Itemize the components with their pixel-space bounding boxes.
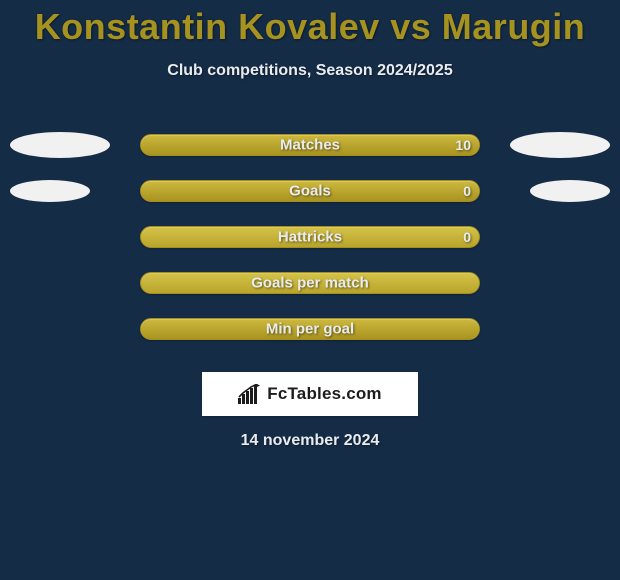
brand-text: FcTables.com (267, 384, 382, 404)
stat-bar: Matches 10 (140, 134, 480, 156)
stat-value-right: 10 (455, 137, 471, 153)
stat-row-goals-per-match: Goals per match (0, 260, 620, 306)
bar-wrap: Goals 0 (140, 180, 480, 202)
stat-row-hattricks: Hattricks 0 (0, 214, 620, 260)
stat-label: Hattricks (141, 229, 479, 246)
stat-label: Goals per match (141, 275, 479, 292)
infographic-date: 14 november 2024 (0, 432, 620, 450)
stat-bar: Hattricks 0 (140, 226, 480, 248)
player-left-ellipse (10, 180, 90, 202)
player-right-ellipse (510, 132, 610, 158)
stat-bar-fill (141, 135, 479, 155)
stat-row-min-per-goal: Min per goal (0, 306, 620, 352)
bar-wrap: Min per goal (140, 318, 480, 340)
player-left-ellipse (10, 132, 110, 158)
stat-bar: Goals 0 (140, 180, 480, 202)
stat-bar-fill (141, 319, 479, 339)
page-title: Konstantin Kovalev vs Marugin (0, 0, 620, 48)
player-right-ellipse (530, 180, 610, 202)
brand-badge: FcTables.com (202, 372, 418, 416)
stat-value-right: 0 (463, 183, 471, 199)
bar-wrap: Matches 10 (140, 134, 480, 156)
bar-wrap: Goals per match (140, 272, 480, 294)
comparison-infographic: Konstantin Kovalev vs Marugin Club compe… (0, 0, 620, 580)
stat-value-right: 0 (463, 229, 471, 245)
stat-bar: Goals per match (140, 272, 480, 294)
fctables-logo-icon (238, 384, 262, 404)
stat-bar: Min per goal (140, 318, 480, 340)
page-subtitle: Club competitions, Season 2024/2025 (0, 62, 620, 80)
stat-row-matches: Matches 10 (0, 122, 620, 168)
stat-rows: Matches 10 Goals 0 (0, 122, 620, 352)
stat-row-goals: Goals 0 (0, 168, 620, 214)
bar-wrap: Hattricks 0 (140, 226, 480, 248)
stat-bar-fill (141, 181, 479, 201)
